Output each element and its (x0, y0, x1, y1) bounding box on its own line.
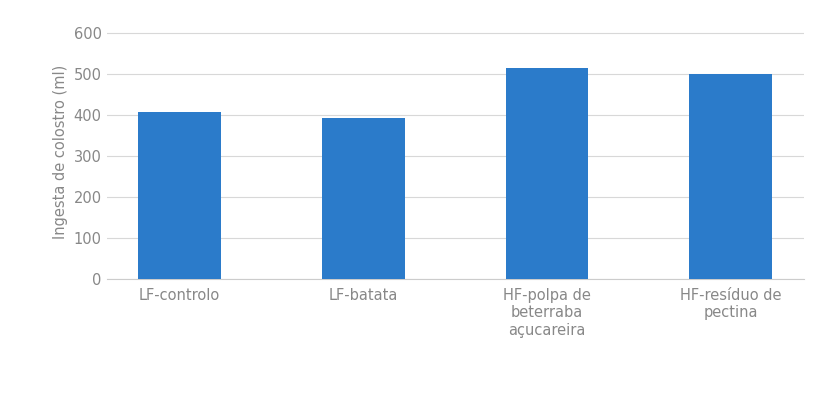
Y-axis label: Ingesta de colostro (ml): Ingesta de colostro (ml) (53, 65, 68, 239)
Bar (138, 112, 220, 279)
Bar (322, 118, 404, 279)
Bar (689, 74, 771, 279)
Bar (505, 68, 587, 279)
